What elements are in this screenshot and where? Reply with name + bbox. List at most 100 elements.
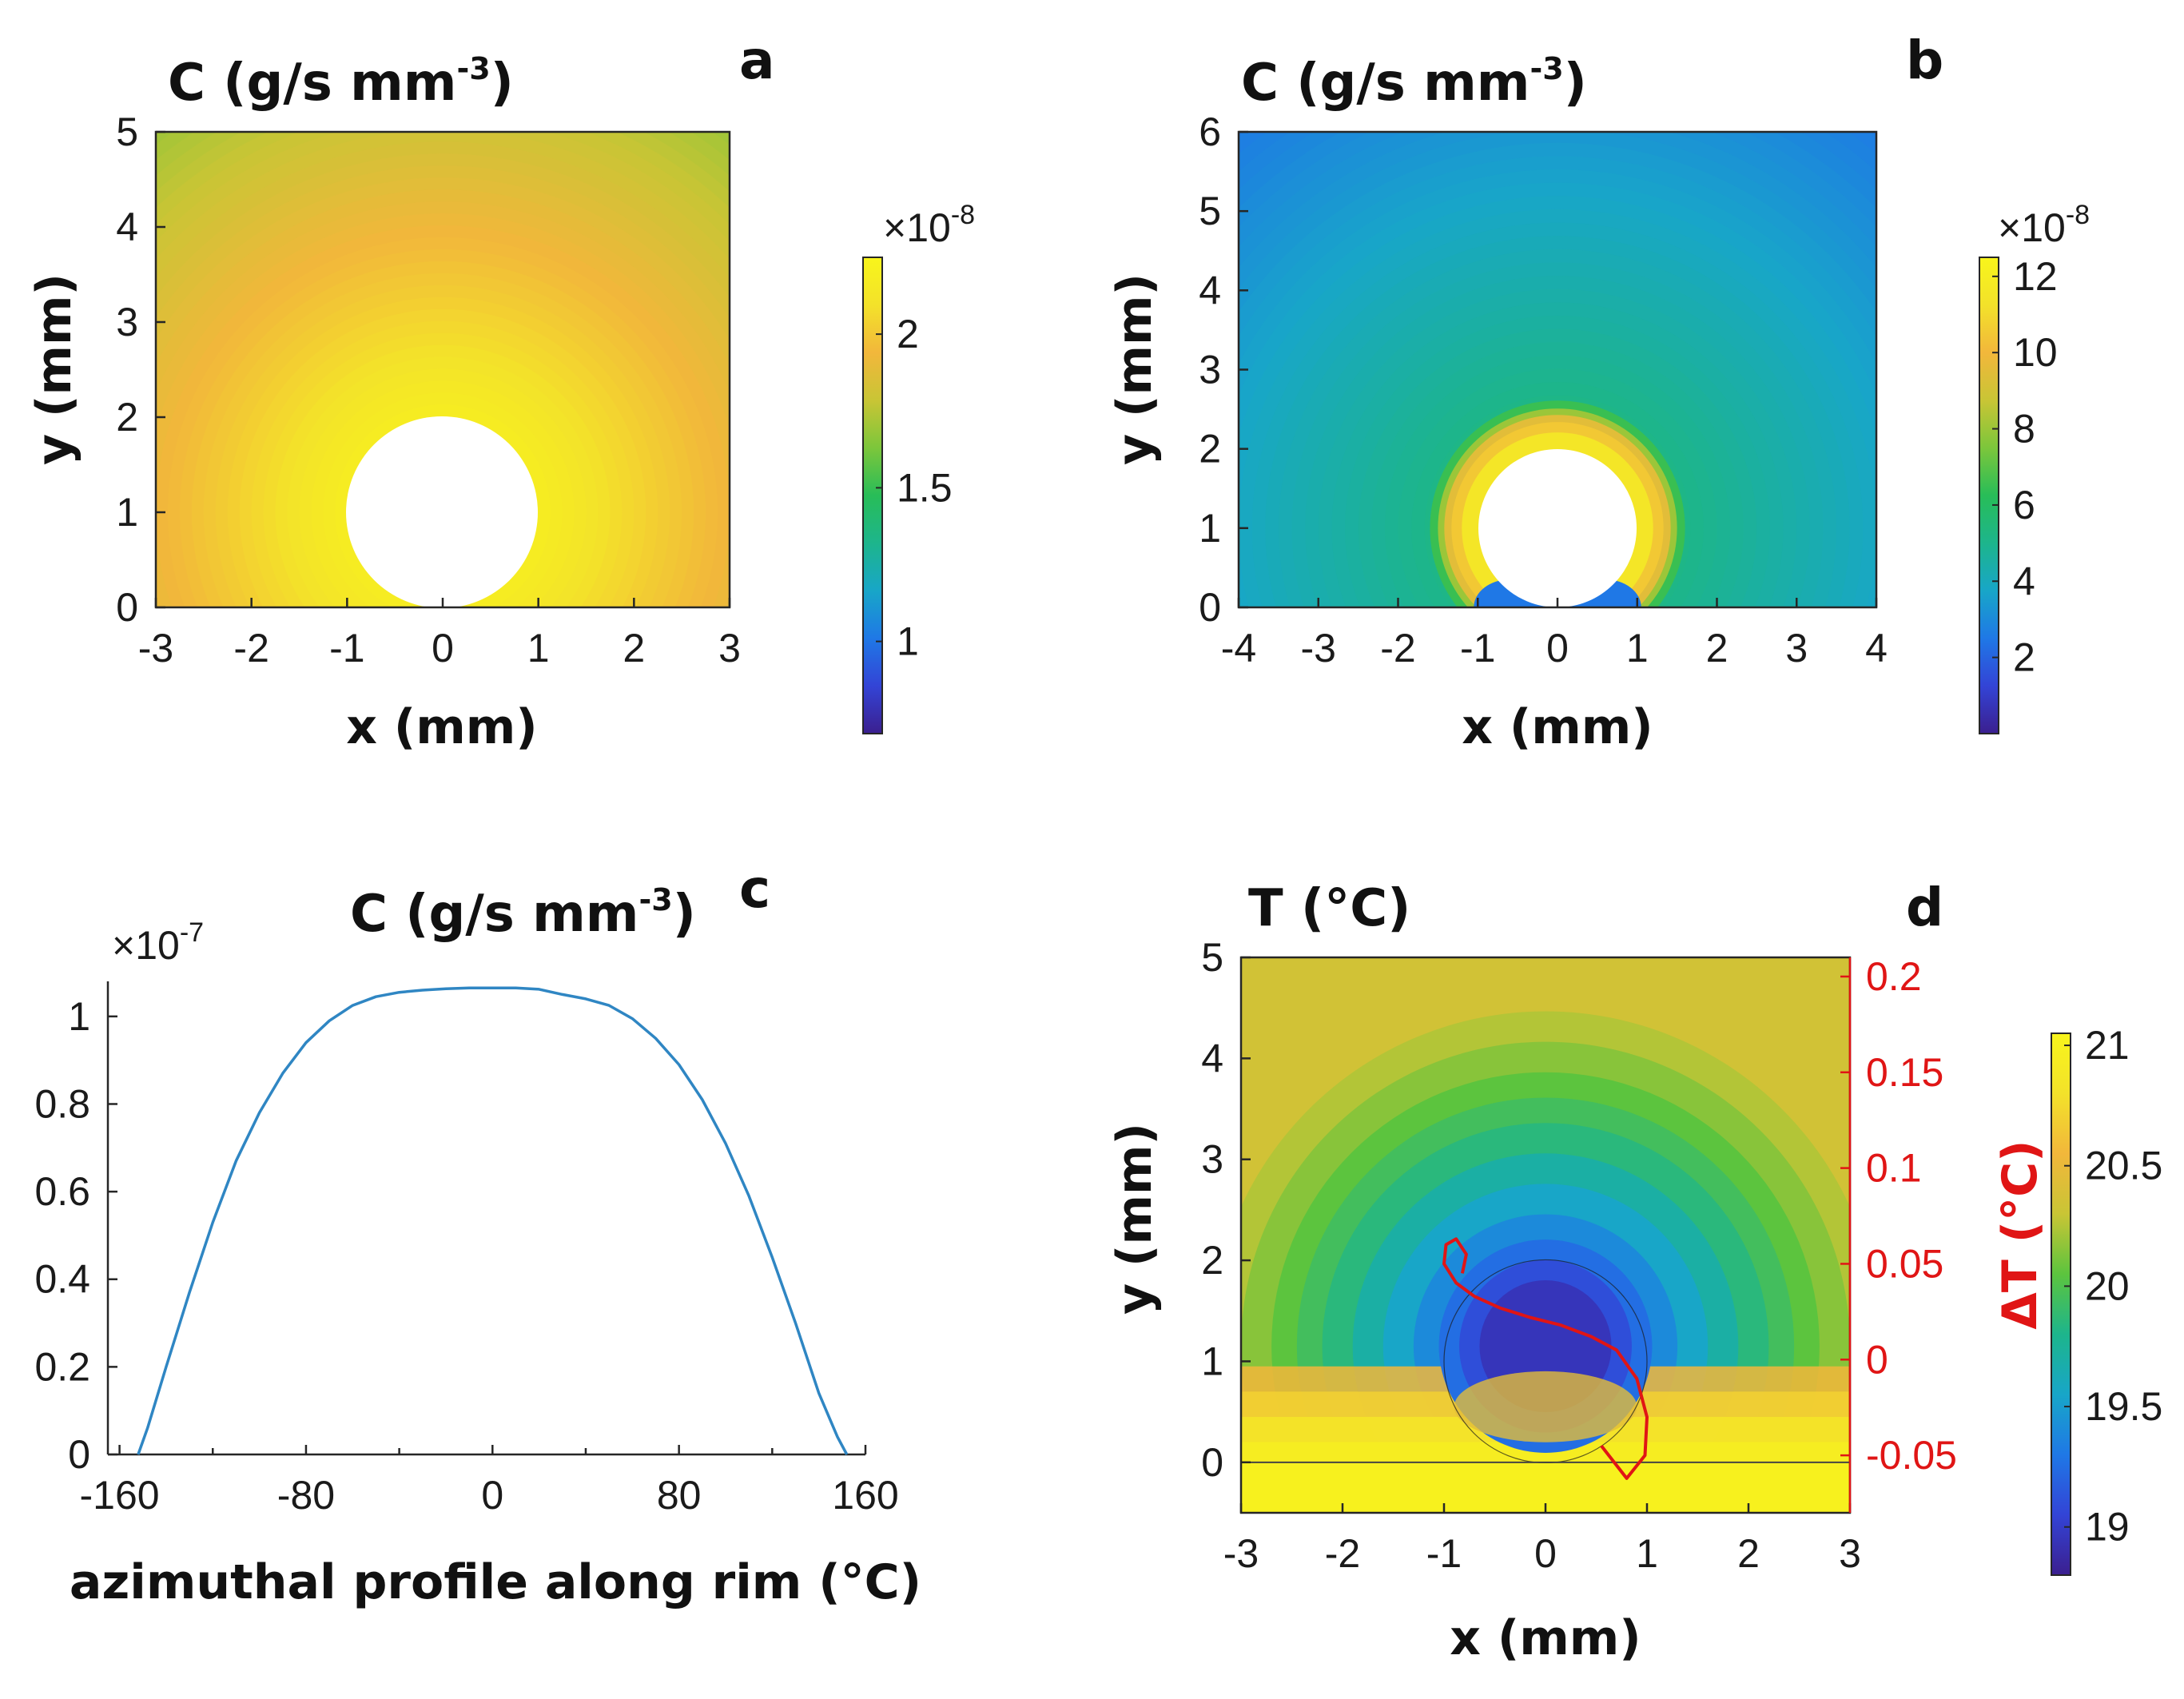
panel-b-colorbar-tick-label: 2 [2013,635,2035,680]
panel-d-title: T (°C) [1248,879,1410,938]
panel-d-xtick-label: 1 [1636,1531,1658,1576]
panel-a-colorbar-exponent: ×10-8 [883,200,975,250]
panel-d-axes: -3 -2 -1 0 1 2 3 0 1 2 3 4 5 -0.05 0 0.05 0.1 0.15 0.2 [1201,935,1957,1576]
panel-a-ytick-label: 4 [116,205,138,249]
panel-d-y2tick-label: 0.05 [1866,1241,1943,1286]
panel-c-ytick-label: 0.4 [34,1257,90,1302]
panel-c-xtick-label: -80 [277,1473,335,1518]
panel-a-ytick-label: 2 [116,395,138,440]
panel-b-ytick-label: 3 [1199,348,1221,392]
panel-d-xtick-label: -3 [1223,1531,1259,1576]
panel-c-ytick-label: 1 [68,994,90,1039]
panel-d-ylabel: y (mm) [1107,1123,1163,1315]
panel-d-y2tick-label: 0.1 [1866,1146,1922,1191]
panel-d-ytick-label: 1 [1201,1339,1223,1383]
panel-a-xtick-label: -1 [329,626,364,670]
panel-d-y2label: ΔT (°C) [1992,1140,2048,1329]
panel-d-deltaT-curve [1442,1237,1649,1480]
panel-c-title: C (g/s mm-3) [350,882,696,944]
panel-b-colorbar-exponent: ×10-8 [1998,200,2090,250]
panel-b-colorbar-tick-label: 10 [2013,330,2058,375]
panel-d-xtick-label: 3 [1839,1531,1861,1576]
panel-b-xtick-label: 0 [1546,626,1569,670]
panel-d-ytick-label: 0 [1201,1440,1223,1485]
panel-b-ytick-label: 6 [1199,109,1221,154]
panel-d-xtick-label: -1 [1426,1531,1462,1576]
panel-b-ytick-label: 5 [1199,189,1221,233]
panel-a: C (g/s mm-3) a -3 -2 -1 0 1 2 3 0 1 2 3 4 5 x (mm) y… [26,30,975,755]
panel-a-xtick-label: 2 [623,626,645,670]
panel-b-ytick-label: 2 [1199,427,1221,472]
panel-b-axes: -4 -3 -2 -1 0 1 2 3 4 0 1 2 3 4 5 6 [1199,109,1888,670]
panel-c-series-line [137,986,849,1455]
panel-d-overlays [1241,1237,1850,1480]
field-under-obstacle [1454,1371,1637,1442]
panel-a-xtick-label: 1 [527,626,550,670]
panel-b-xtick-label: -2 [1380,626,1415,670]
panel-d-colorbar-tick-label: 20.5 [2085,1144,2162,1188]
panel-d-y2tick-label: 0.2 [1866,954,1922,999]
panel-a-title: C (g/s mm-3) [168,51,514,113]
panel-d-xtick-label: 0 [1534,1531,1557,1576]
panel-b-colorbar-tick-label: 6 [2013,483,2035,527]
panel-a-colorbar-tick-label: 1.5 [897,465,953,510]
panel-d: T (°C) d -3 -2 -1 0 1 2 3 0 1 2 3 4 5 -0.05 0 0.05 0.1 0.… [1107,877,2162,1666]
panel-b-title: C (g/s mm-3) [1241,51,1587,113]
panel-a-xtick-label: 0 [432,626,454,670]
panel-d-xtick-label: -2 [1325,1531,1360,1576]
panel-b-label: b [1906,30,1943,91]
panel-b-xtick-label: 4 [1865,626,1888,670]
panel-d-ytick-label: 2 [1201,1238,1223,1283]
panel-c-xtick-label: 160 [832,1473,898,1518]
panel-b-xtick-label: -4 [1221,626,1256,670]
panel-d-colorbar-tick-label: 19 [2085,1505,2130,1550]
panel-d-colorbar-tick-label: 21 [2085,1023,2130,1068]
panel-c-ytick-label: 0 [68,1432,90,1477]
panel-c-xtick-label: 80 [657,1473,702,1518]
panel-a-xtick-label: -2 [233,626,269,670]
panel-c-axes: -160 -80 0 80 160 0 0.2 0.4 0.6 0.8 1 [34,981,899,1518]
panel-d-y2tick-label: 0 [1866,1337,1888,1382]
panel-a-ytick-label: 0 [116,585,138,630]
panel-a-colorbar-gradient [862,257,883,734]
panel-a-ylabel: y (mm) [26,273,82,465]
panel-b-colorbar-tick-label: 4 [2013,559,2035,603]
panel-c-ytick-label: 0.8 [34,1081,90,1126]
panel-d-xlabel: x (mm) [1450,1610,1641,1666]
panel-c-ytick-label: 0.2 [34,1344,90,1389]
panel-a-axes: -3 -2 -1 0 1 2 3 0 1 2 3 4 5 [116,109,741,670]
panel-d-y2tick-label: -0.05 [1866,1433,1957,1478]
panel-d-ytick-label: 4 [1201,1036,1223,1080]
panel-a-obstacle [346,416,538,608]
panel-a-label: a [739,30,775,91]
panel-b-xtick-label: -3 [1301,626,1336,670]
panel-c-label: c [739,858,770,920]
panel-c-xtick-label: 0 [481,1473,503,1518]
panel-b-ytick-label: 4 [1199,268,1221,312]
panel-a-colorbar-tick-label: 2 [897,312,919,356]
panel-a-colorbar: 11.52 [862,257,953,734]
panel-c-ytick-label: 0.6 [34,1169,90,1214]
panel-b-ytick-label: 1 [1199,506,1221,551]
panel-b-xtick-label: 2 [1706,626,1729,670]
panel-b-ytick-label: 0 [1199,585,1221,630]
panel-c-exponent: ×10-7 [112,917,204,968]
panel-b-colorbar-tick-label: 12 [2013,254,2058,299]
panel-d-ytick-label: 3 [1201,1137,1223,1182]
panel-d-label: d [1906,877,1943,938]
panel-c-xtick-label: -160 [80,1473,160,1518]
panel-b-xtick-label: -1 [1460,626,1495,670]
panel-d-y2tick-label: 0.15 [1866,1050,1943,1095]
panel-b-colorbar-tick-label: 8 [2013,407,2035,452]
panel-a-xlabel: x (mm) [346,699,537,755]
panel-b-obstacle [1478,449,1637,607]
panel-a-ytick-label: 3 [116,300,138,344]
panel-b-xtick-label: 1 [1626,626,1649,670]
panel-d-field [1241,957,1850,1513]
panel-d-ytick-label: 5 [1201,935,1223,980]
panel-c-xlabel: azimuthal profile along rim (°C) [70,1554,921,1610]
panel-d-colorbar-tick-label: 19.5 [2085,1384,2162,1429]
panel-b-colorbar-gradient [1979,257,1999,734]
